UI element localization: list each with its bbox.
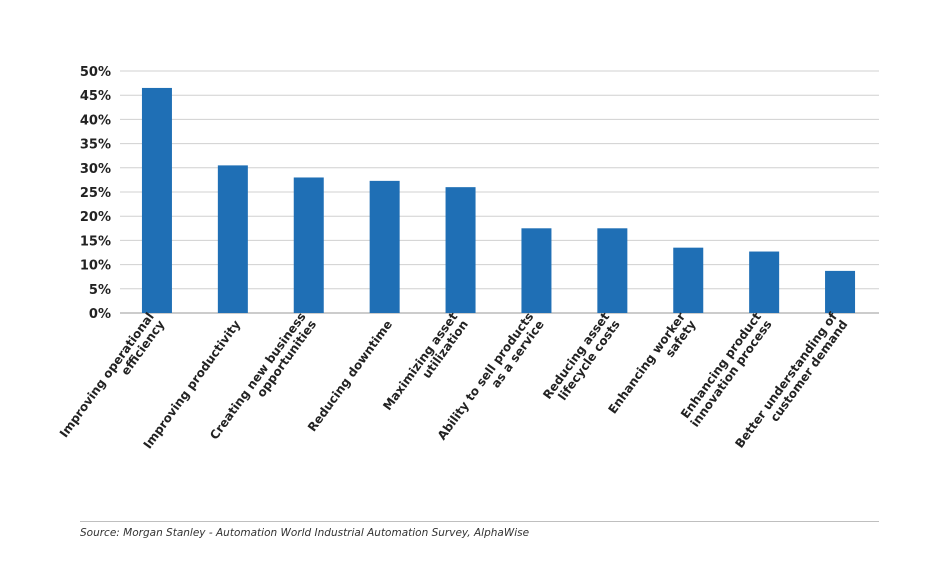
x-tick-label: Reducing assetlifecycle costs <box>540 310 623 410</box>
y-tick-label: 5% <box>89 283 111 298</box>
y-tick-label: 0% <box>89 307 111 322</box>
y-tick-label: 15% <box>80 234 111 249</box>
y-tick-label: 30% <box>80 162 111 177</box>
y-tick-label: 10% <box>80 259 111 274</box>
y-tick-label: 40% <box>80 113 111 128</box>
y-tick-label: 50% <box>80 65 111 80</box>
bar <box>369 180 400 313</box>
source-note: Source: Morgan Stanley - Automation Worl… <box>80 527 530 539</box>
x-tick-label: Improving operationalefficiency <box>57 310 168 448</box>
y-tick-label: 45% <box>80 89 111 104</box>
bar <box>217 165 248 313</box>
x-tick-label: Reducing downtime <box>305 318 395 435</box>
bar <box>749 251 780 313</box>
bar <box>141 87 172 313</box>
bar <box>597 228 628 313</box>
source-divider <box>80 521 879 522</box>
bar <box>445 187 476 313</box>
bar <box>825 270 856 313</box>
bar <box>673 247 704 313</box>
y-axis-ticks: 0% 5% 10% 15% 20% 25% 30% 35% 40% 45% 50% <box>80 65 111 322</box>
bar <box>293 177 324 313</box>
y-tick-label: 25% <box>80 186 111 201</box>
y-tick-label: 35% <box>80 138 111 153</box>
x-axis-labels: Improving operationalefficiencyImproving… <box>57 309 851 451</box>
y-tick-label: 20% <box>80 210 111 225</box>
bars <box>141 87 856 313</box>
bar <box>521 228 552 313</box>
